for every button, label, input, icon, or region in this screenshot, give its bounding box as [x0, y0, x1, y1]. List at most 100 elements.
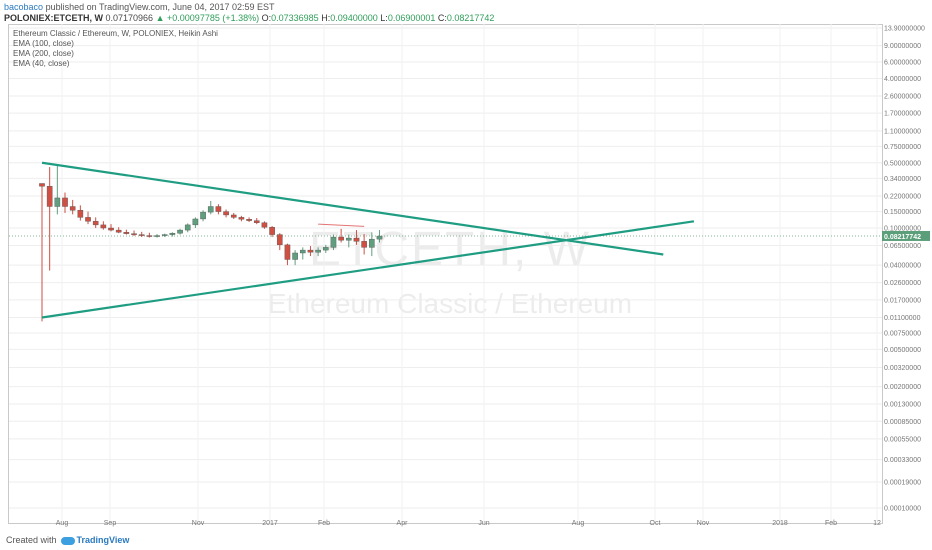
x-tick-label: 12 [873, 520, 881, 527]
y-tick-label: 0.01700000 [884, 297, 921, 304]
y-tick-label: 0.06500000 [884, 243, 921, 250]
y-tick-label: 0.02600000 [884, 280, 921, 287]
chart-header: bacobaco published on TradingView.com, J… [4, 0, 928, 24]
x-tick-label: 2017 [262, 520, 278, 527]
candle-body [92, 221, 99, 226]
chart-legend: Ethereum Classic / Ethereum, W, POLONIEX… [13, 29, 218, 69]
candle-body [54, 197, 61, 207]
candle-body [131, 233, 137, 235]
candle-body [100, 224, 107, 229]
candle-body [161, 234, 168, 236]
candle-body [261, 222, 268, 228]
y-tick-label: 0.00019000 [884, 479, 921, 486]
y-tick-label: 9.00000000 [884, 43, 921, 50]
y-tick-label: 0.15000000 [884, 209, 921, 216]
tradingview-brand[interactable]: TradingView [76, 535, 130, 545]
x-tick-label: Oct [650, 520, 661, 527]
candle-body [169, 232, 176, 235]
low-label: L: [380, 13, 388, 23]
high-value: 0.09400000 [330, 13, 378, 23]
x-tick-label: Jun [478, 520, 489, 527]
legend-series[interactable]: Ethereum Classic / Ethereum, W, POLONIEX… [13, 29, 218, 38]
published-text: published on TradingView.com, June 04, 2… [45, 2, 275, 12]
footer: Created with TradingView [6, 535, 129, 545]
y-tick-label: 0.04000000 [884, 263, 921, 270]
candle-body [108, 227, 114, 231]
candle-body [346, 237, 352, 241]
candle-body [276, 234, 283, 246]
x-tick-label: Nov [192, 520, 205, 527]
trendline [41, 161, 664, 256]
y-tick-label: 0.00500000 [884, 347, 921, 354]
candle-body [292, 252, 298, 260]
x-tick-label: Sep [104, 520, 117, 527]
open-label: O: [261, 13, 272, 23]
x-tick-label: Apr [397, 520, 409, 527]
change-arrow-icon: ▲ [155, 13, 165, 23]
candle-body [146, 235, 153, 237]
y-tick-label: 0.22000000 [884, 194, 921, 201]
legend-ema-40[interactable]: EMA (40, close) [13, 59, 70, 68]
candle-body [154, 235, 160, 237]
candle-body [138, 234, 145, 236]
candle-body [315, 249, 321, 253]
x-tick-label: Feb [318, 520, 330, 527]
low-value: 0.06900001 [387, 13, 436, 23]
watermark-description: Ethereum Classic / Ethereum [267, 288, 633, 319]
candle-body [269, 227, 275, 235]
candle-body [361, 241, 367, 248]
candle-body [223, 211, 229, 216]
candle-body [369, 238, 375, 248]
candle-body [85, 217, 91, 222]
y-tick-label: 0.00033000 [884, 457, 921, 464]
open-value: 0.07336985 [271, 13, 319, 23]
y-tick-label: 2.60000000 [884, 93, 921, 100]
candle-body [115, 229, 122, 233]
candle-body [39, 183, 45, 187]
y-tick-label: 0.00130000 [884, 402, 921, 409]
publish-info: bacobaco published on TradingView.com, J… [4, 2, 275, 12]
candle-body [192, 218, 199, 226]
last-price: 0.07170966 [105, 13, 154, 23]
author-link[interactable]: bacobaco [4, 2, 44, 12]
candle-body [322, 247, 329, 251]
chart-frame[interactable] [8, 24, 883, 524]
x-tick-label: Aug [572, 520, 585, 527]
candle-body [62, 197, 68, 207]
candle-body [207, 206, 214, 213]
y-tick-label: 0.00010000 [884, 506, 921, 513]
close-value: 0.08217742 [446, 13, 495, 23]
x-tick-label: 2018 [772, 520, 788, 527]
x-tick-label: Feb [825, 520, 837, 527]
ohlc-line: POLONIEX:ETCETH, W 0.07170966 ▲ +0.00097… [4, 13, 494, 23]
y-tick-label: 0.01100000 [884, 315, 921, 322]
y-tick-label: 0.00200000 [884, 384, 921, 391]
candle-body [200, 211, 206, 220]
legend-ema-200[interactable]: EMA (200, close) [13, 49, 74, 58]
y-tick-label: 0.00055000 [884, 436, 921, 443]
y-tick-label: 0.00320000 [884, 365, 921, 372]
candle-body [215, 206, 222, 212]
legend-ema-100[interactable]: EMA (100, close) [13, 39, 74, 48]
candle-body [307, 249, 314, 253]
candle-body [77, 210, 84, 218]
close-label: C: [437, 13, 447, 23]
candle-body [177, 229, 183, 234]
candle-body [376, 235, 383, 240]
x-tick-label: Nov [697, 520, 710, 527]
y-tick-label: 0.34000000 [884, 176, 921, 183]
y-tick-label: 0.00750000 [884, 330, 921, 337]
created-with-text: Created with [6, 535, 57, 545]
symbol-label: POLONIEX:ETCETH, W [4, 13, 103, 23]
change-value: +0.00097785 (+1.38%) [167, 13, 260, 23]
candle-body [253, 220, 260, 223]
current-price-label: 0.08217742 [884, 234, 921, 241]
trendline [41, 220, 695, 319]
candle-body [123, 232, 130, 234]
current-price-badge [882, 230, 930, 241]
y-tick-label: 0.00085000 [884, 419, 921, 426]
candle-body [69, 206, 76, 211]
y-tick-label: 0.10000000 [884, 226, 921, 233]
high-label: H: [321, 13, 331, 23]
